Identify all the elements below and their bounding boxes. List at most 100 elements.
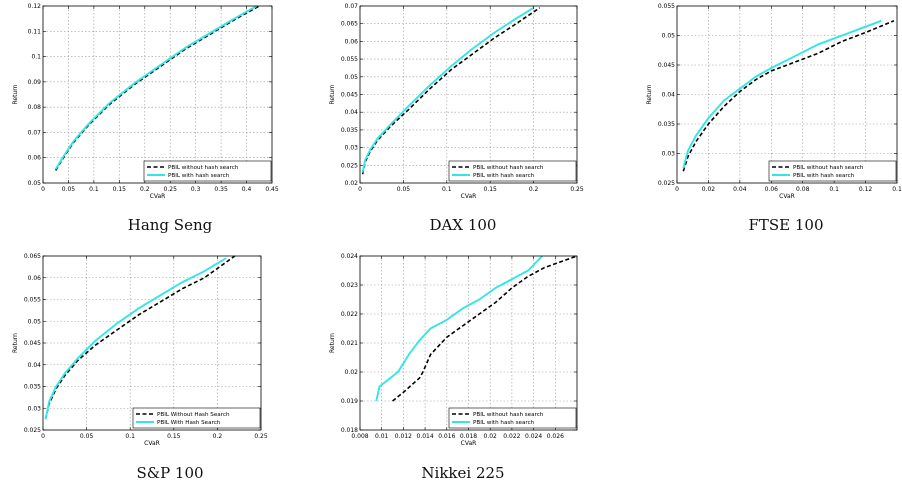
- y-tick-label: 0.05: [28, 180, 42, 187]
- legend: PBIL without hash search PBIL with hash s…: [448, 407, 577, 429]
- legend: PBIL without hash search PBIL with hash s…: [143, 160, 272, 182]
- y-tick-label: 0.055: [24, 297, 41, 304]
- legend-box: [768, 160, 897, 182]
- legend-label-1: PBIL with hash search: [473, 173, 535, 179]
- x-tick-label: 0.35: [214, 186, 228, 193]
- legend-box: [132, 407, 261, 429]
- x-tick-label: 0.02: [702, 186, 716, 193]
- y-tick-label: 0.06: [28, 155, 42, 162]
- series-line-0: [44, 255, 236, 420]
- x-tick-label: 0: [41, 433, 45, 440]
- x-tick-label: 0.018: [460, 433, 477, 440]
- x-tick-label: 0.08: [796, 186, 810, 193]
- x-tick-label: 0.25: [254, 433, 268, 440]
- caption-hang-seng: Hang Seng: [127, 216, 213, 234]
- series-line-0: [361, 7, 541, 175]
- x-tick-label: 0.1: [829, 186, 839, 193]
- legend-box: [448, 407, 577, 429]
- y-tick-label: 0.04: [662, 92, 676, 99]
- chart-panel-0: 0 0.05 0.1 0.15 0.2 0.25 0.3 0.35 0.4 0.450.050.0…: [12, 3, 279, 200]
- plot-frame: [42, 5, 273, 184]
- legend-label-0: PBIL without hash search: [793, 165, 864, 171]
- x-tick-label: 0.15: [484, 186, 498, 193]
- y-tick-label: 0.05: [662, 33, 676, 40]
- x-tick-label: 0: [358, 186, 362, 193]
- x-tick-label: 0.05: [397, 186, 411, 193]
- x-axis-label: CVaR: [150, 193, 166, 200]
- y-tick-label: 0.03: [345, 145, 359, 152]
- y-tick-label: 0.025: [658, 180, 675, 187]
- y-tick-label: 0.04: [28, 362, 42, 369]
- legend: PBIL without hash search PBIL with hash s…: [768, 160, 897, 182]
- y-tick-label: 0.03: [28, 405, 42, 412]
- y-tick-label: 0.055: [341, 56, 358, 63]
- legend-label-0: PBIL without hash search: [168, 165, 239, 171]
- y-tick-label: 0.02: [345, 369, 359, 376]
- y-tick-label: 0.025: [341, 162, 358, 169]
- x-tick-label: 0: [675, 186, 679, 193]
- y-tick-label: 0.045: [341, 92, 358, 99]
- x-tick-label: 0.2: [529, 186, 539, 193]
- x-tick-label: 0: [41, 186, 45, 193]
- y-tick-label: 0.02: [345, 180, 359, 187]
- legend-label-0: PBIL without hash search: [473, 412, 544, 418]
- y-tick-label: 0.035: [24, 384, 41, 391]
- y-tick-label: 0.05: [28, 318, 42, 325]
- x-tick-label: 0.2: [140, 186, 150, 193]
- x-tick-label: 0.45: [265, 186, 279, 193]
- series-line-0: [55, 5, 260, 171]
- y-tick-label: 0.021: [341, 340, 358, 347]
- x-tick-label: 0.05: [80, 433, 94, 440]
- chart-panel-3: 0 0.05 0.1 0.15 0.2 0.25 0.025 0.03 0.035 0.04 0.0…: [12, 253, 268, 447]
- series-line-1: [54, 5, 258, 170]
- y-tick-label: 0.04: [345, 109, 359, 116]
- y-tick-label: 0.06: [28, 275, 42, 282]
- series-line-1: [375, 255, 543, 402]
- x-tick-label: 0.15: [167, 433, 181, 440]
- x-tick-label: 0.1: [89, 186, 99, 193]
- y-tick-label: 0.11: [28, 28, 42, 35]
- y-tick-label: 0.023: [341, 282, 358, 289]
- y-axis-label: Return: [646, 84, 653, 104]
- y-tick-label: 0.055: [658, 3, 675, 10]
- y-tick-label: 0.035: [341, 127, 358, 134]
- series-line-1: [682, 19, 882, 169]
- x-axis-label: CVaR: [144, 440, 160, 447]
- x-tick-label: 0.12: [859, 186, 873, 193]
- y-axis-label: Return: [329, 333, 336, 353]
- x-axis-label: CVaR: [779, 193, 795, 200]
- y-tick-label: 0.045: [658, 62, 675, 69]
- x-axis-label: CVaR: [461, 440, 477, 447]
- chart-panel-2: 0 0.02 0.04 0.06 0.08 0.1 0.12 0.1 0.025 0.03 0.03…: [646, 3, 902, 200]
- x-tick-label: 0.25: [570, 186, 584, 193]
- y-tick-label: 0.1: [31, 54, 41, 61]
- y-tick-label: 0.045: [24, 340, 41, 347]
- y-tick-label: 0.024: [341, 253, 358, 260]
- x-tick-label: 0.026: [547, 433, 564, 440]
- x-tick-label: 0.01: [375, 433, 389, 440]
- x-tick-label: 0.014: [417, 433, 434, 440]
- legend-box: [448, 160, 577, 182]
- y-tick-label: 0.07: [28, 129, 42, 136]
- x-tick-label: 0.06: [765, 186, 779, 193]
- legend: PBIL Without Hash Search PBIL With Hash S…: [132, 407, 261, 429]
- y-tick-label: 0.09: [28, 79, 42, 86]
- x-tick-label: 0.016: [438, 433, 455, 440]
- y-tick-label: 0.022: [341, 311, 358, 318]
- y-tick-label: 0.12: [28, 3, 42, 10]
- legend-label-1: PBIL With Hash Search: [157, 420, 221, 426]
- x-tick-label: 0.1: [442, 186, 452, 193]
- caption-ftse-100: FTSE 100: [748, 216, 824, 234]
- x-tick-label: 0.15: [113, 186, 127, 193]
- x-tick-label: 0.02: [484, 433, 498, 440]
- x-tick-label: 0.1: [892, 186, 902, 193]
- y-axis-label: Return: [12, 333, 19, 353]
- x-tick-label: 0.1: [125, 433, 135, 440]
- y-axis-label: Return: [329, 84, 336, 104]
- series-line-0: [392, 255, 578, 402]
- x-tick-label: 0.3: [191, 186, 201, 193]
- series-line-0: [682, 20, 895, 172]
- x-tick-label: 0.024: [525, 433, 542, 440]
- x-tick-label: 0.022: [503, 433, 520, 440]
